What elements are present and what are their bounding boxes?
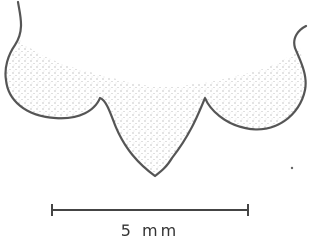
stippled-shading [6, 40, 305, 176]
scale-label: 5 mm [121, 221, 179, 240]
leaf-margin-drawing: 5 mm [0, 0, 318, 246]
scale-bar: 5 mm [52, 204, 248, 240]
page: 5 mm (() => { const data = JSON.parse(do… [0, 0, 318, 246]
speck [291, 167, 293, 169]
